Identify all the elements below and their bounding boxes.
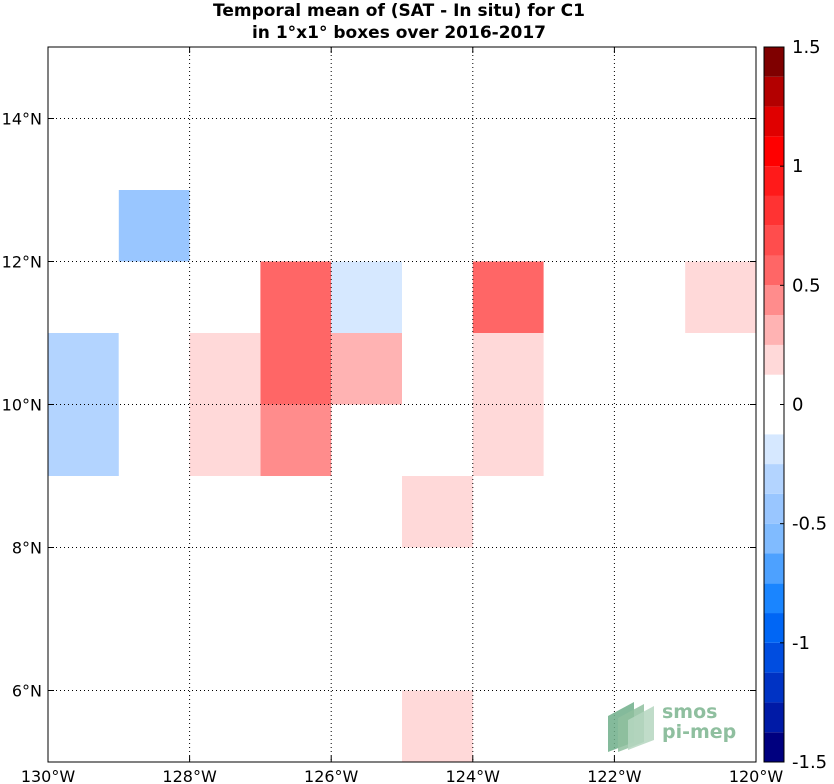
heatmap-cell bbox=[118, 333, 190, 405]
y-tick-label: 6°N bbox=[12, 682, 42, 701]
colorbar-bin bbox=[764, 136, 784, 167]
heatmap-cell bbox=[260, 261, 332, 333]
heatmap-cell bbox=[260, 333, 332, 405]
y-tick-label: 12°N bbox=[2, 253, 42, 272]
colorbar-bin bbox=[764, 225, 784, 256]
heatmap-cell bbox=[260, 404, 332, 476]
colorbar-bin bbox=[764, 106, 784, 137]
colorbar-bin bbox=[764, 523, 784, 554]
heatmap-cell bbox=[331, 261, 402, 333]
logo-text-pi-mep: pi-mep bbox=[662, 721, 737, 743]
colorbar-bin bbox=[764, 672, 784, 703]
colorbar: 1.5 1 0.5 0 -0.5 -1 -1.5 bbox=[763, 37, 827, 773]
colorbar-bin bbox=[764, 493, 784, 524]
x-tick-label: 124°W bbox=[446, 767, 501, 784]
colorbar-tick-label: 1 bbox=[792, 156, 803, 177]
colorbar-tick-label: 0.5 bbox=[792, 275, 821, 296]
heatmap-cell bbox=[331, 333, 402, 405]
heatmap-cell bbox=[48, 333, 119, 405]
colorbar-bin bbox=[764, 47, 784, 77]
colorbar-bin bbox=[764, 583, 784, 614]
heatmap-cell bbox=[472, 404, 544, 476]
chart-title: Temporal mean of (SAT - In situ) for C1 … bbox=[0, 0, 798, 44]
heatmap-cell bbox=[189, 333, 261, 405]
heatmap-cell bbox=[402, 476, 473, 548]
x-tick-label: 122°W bbox=[587, 767, 642, 784]
y-tick-label: 8°N bbox=[12, 539, 42, 558]
colorbar-bin bbox=[764, 315, 784, 345]
heatmap-cell bbox=[118, 190, 190, 262]
colorbar-bin bbox=[764, 702, 784, 733]
colorbar-bin bbox=[764, 195, 784, 226]
colorbar-bin bbox=[764, 642, 784, 673]
colorbar-bin bbox=[764, 344, 784, 375]
plot-frame bbox=[47, 46, 757, 763]
heatmap-cells bbox=[48, 190, 756, 762]
colorbar-bin bbox=[764, 553, 784, 584]
x-tick-label: 130°W bbox=[21, 767, 76, 784]
heatmap-cell bbox=[472, 333, 544, 405]
colorbar-tick-label: 1.5 bbox=[792, 37, 821, 58]
heatmap-cell bbox=[189, 404, 261, 476]
colorbar-tick-label: -0.5 bbox=[792, 514, 827, 535]
logo-text-smos: smos bbox=[662, 701, 718, 723]
colorbar-tick-label: 0 bbox=[792, 395, 803, 416]
colorbar-bin bbox=[764, 76, 784, 107]
x-tick-label: 120°W bbox=[729, 767, 784, 784]
colorbar-bin bbox=[764, 434, 784, 465]
heatmap-cell bbox=[472, 261, 544, 333]
colorbar-bin bbox=[764, 166, 784, 196]
chart-title-line-1: Temporal mean of (SAT - In situ) for C1 bbox=[213, 1, 585, 21]
heatmap-cell bbox=[48, 404, 119, 476]
colorbar-bin bbox=[764, 464, 784, 494]
colorbar-bin bbox=[764, 613, 784, 643]
chart-title-line-2: in 1°x1° boxes over 2016-2017 bbox=[251, 23, 547, 43]
y-tick-label: 14°N bbox=[2, 110, 42, 129]
colorbar-bin bbox=[764, 404, 784, 435]
colorbar-tick-label: -1 bbox=[792, 633, 810, 654]
x-tick-label: 128°W bbox=[162, 767, 217, 784]
colorbar-bin bbox=[764, 732, 784, 762]
logo-emblem-icon bbox=[608, 702, 654, 752]
heatmap-cell bbox=[402, 333, 473, 405]
heatmap-cell bbox=[402, 690, 473, 762]
y-tick-label: 10°N bbox=[2, 396, 42, 415]
colorbar-tick-label: -1.5 bbox=[792, 752, 827, 773]
colorbar-bin bbox=[764, 374, 784, 405]
smos-pi-mep-logo: smos pi-mep bbox=[604, 698, 754, 754]
colorbar-bin bbox=[764, 255, 784, 286]
x-tick-label: 126°W bbox=[304, 767, 359, 784]
heatmap-cell bbox=[685, 261, 756, 333]
colorbar-bin bbox=[764, 285, 784, 316]
